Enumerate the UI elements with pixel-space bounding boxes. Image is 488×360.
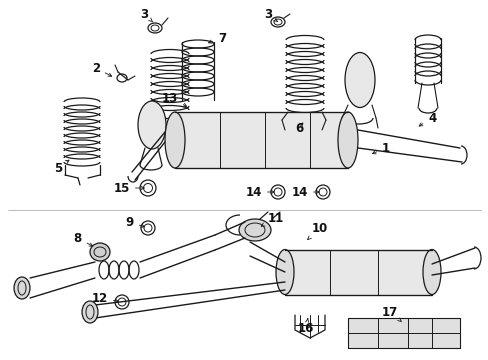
Ellipse shape xyxy=(138,101,165,149)
Text: 11: 11 xyxy=(261,212,284,226)
Text: 12: 12 xyxy=(92,292,118,305)
Text: 9: 9 xyxy=(125,216,144,229)
Text: 13: 13 xyxy=(162,91,186,106)
Ellipse shape xyxy=(337,112,357,168)
Ellipse shape xyxy=(14,277,30,299)
Ellipse shape xyxy=(90,243,110,261)
Polygon shape xyxy=(285,250,431,295)
Text: 14: 14 xyxy=(291,185,319,198)
Text: 14: 14 xyxy=(245,185,274,198)
Polygon shape xyxy=(347,318,459,348)
Ellipse shape xyxy=(164,112,184,168)
Ellipse shape xyxy=(82,301,98,323)
Text: 17: 17 xyxy=(381,306,401,321)
Text: 10: 10 xyxy=(307,221,327,239)
Text: 1: 1 xyxy=(372,141,389,154)
Text: 7: 7 xyxy=(208,32,225,45)
Text: 4: 4 xyxy=(418,112,435,126)
Text: 3: 3 xyxy=(264,8,277,22)
Text: 3: 3 xyxy=(140,8,153,22)
Text: 5: 5 xyxy=(54,160,69,175)
Ellipse shape xyxy=(422,249,440,294)
Polygon shape xyxy=(175,112,347,168)
Text: 8: 8 xyxy=(74,231,93,246)
Text: 6: 6 xyxy=(294,122,303,135)
Text: 15: 15 xyxy=(113,181,144,194)
Ellipse shape xyxy=(239,219,270,241)
Ellipse shape xyxy=(275,249,293,294)
Text: 16: 16 xyxy=(297,319,314,334)
Ellipse shape xyxy=(345,53,374,108)
Text: 2: 2 xyxy=(92,62,111,76)
